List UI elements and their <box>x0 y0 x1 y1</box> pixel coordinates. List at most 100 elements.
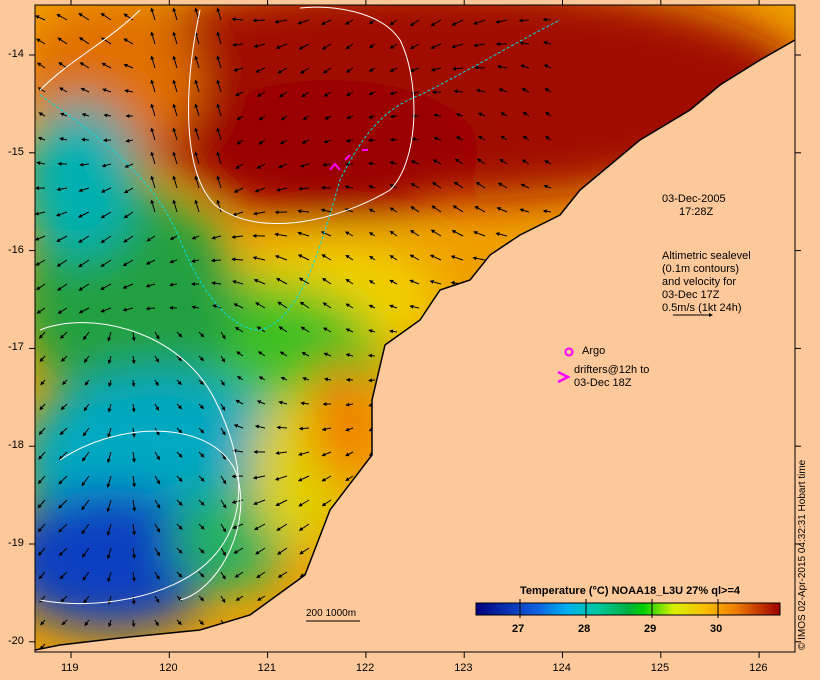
velocity-arrow <box>107 427 112 438</box>
velocity-arrow <box>100 259 112 268</box>
latitude-tick-label: -16 <box>8 243 24 256</box>
velocity-arrow <box>194 79 200 93</box>
legend-line: and velocity for <box>662 276 736 288</box>
velocity-arrow <box>519 41 530 46</box>
velocity-arrow <box>252 18 266 23</box>
velocity-arrow <box>198 403 205 410</box>
velocity-arrow <box>220 427 226 436</box>
velocity-arrow <box>297 231 310 237</box>
velocity-arrow <box>216 127 222 141</box>
velocity-arrow <box>59 87 68 93</box>
velocity-arrow <box>429 279 442 285</box>
velocity-arrow <box>107 355 112 365</box>
velocity-arrow <box>368 161 376 166</box>
velocity-arrow <box>154 451 160 461</box>
velocity-arrow <box>429 254 442 261</box>
velocity-arrow <box>82 427 90 437</box>
velocity-arrow <box>276 278 288 285</box>
velocity-arrow <box>544 136 552 141</box>
velocity-arrow <box>107 331 112 342</box>
velocity-arrow <box>79 162 90 167</box>
velocity-arrow <box>231 474 244 479</box>
velocity-arrow <box>495 19 508 24</box>
velocity-arrow <box>216 199 222 213</box>
scale-label: 200 1000m <box>306 608 357 619</box>
velocity-arrow <box>389 230 398 237</box>
velocity-arrow <box>176 355 183 362</box>
velocity-arrow <box>60 355 68 362</box>
velocity-arrow <box>320 231 332 237</box>
velocity-arrow <box>368 208 376 213</box>
velocity-arrow <box>543 40 552 45</box>
velocity-arrow <box>298 499 310 507</box>
velocity-arrow <box>255 67 266 73</box>
velocity-arrow <box>542 209 552 214</box>
velocity-arrow <box>254 523 266 531</box>
velocity-arrow <box>302 377 310 381</box>
velocity-arrow <box>38 112 46 117</box>
velocity-arrow <box>321 499 332 507</box>
longitude-tick-label: 123 <box>454 662 473 674</box>
colorbar-tick-label: 30 <box>710 623 723 635</box>
velocity-arrow <box>216 103 222 117</box>
velocity-arrow <box>430 43 442 49</box>
velocity-arrow <box>235 163 244 169</box>
velocity-arrow <box>235 91 244 96</box>
velocity-arrow <box>132 499 137 512</box>
velocity-arrow <box>252 475 266 480</box>
velocity-arrow <box>278 163 288 169</box>
velocity-arrow <box>544 160 552 165</box>
velocity-arrow <box>256 163 266 169</box>
velocity-arrow <box>198 355 205 362</box>
velocity-arrow <box>278 326 288 333</box>
velocity-arrow <box>172 175 178 189</box>
velocity-arrow <box>253 211 266 216</box>
velocity-arrow <box>84 619 90 627</box>
velocity-arrow <box>368 232 376 237</box>
velocity-arrow <box>474 65 486 70</box>
velocity-arrow <box>300 67 310 74</box>
velocity-arrow <box>409 254 420 261</box>
velocity-arrow <box>212 304 222 309</box>
velocity-arrow <box>253 499 266 505</box>
velocity-arrow <box>176 379 182 386</box>
velocity-arrow <box>100 187 112 193</box>
velocity-arrow <box>81 547 90 558</box>
velocity-arrow <box>107 403 112 413</box>
velocity-arrow <box>56 235 68 242</box>
velocity-arrow <box>236 351 244 357</box>
velocity-arrow <box>211 281 222 286</box>
velocity-arrow <box>256 400 266 405</box>
legend-line: 0.5m/s (1kt 24h) <box>662 302 742 314</box>
velocity-arrow <box>302 115 310 121</box>
velocity-arrow <box>280 376 288 381</box>
velocity-arrow <box>122 259 134 267</box>
longitude-tick-label: 125 <box>650 662 670 674</box>
velocity-arrow <box>500 135 508 141</box>
velocity-arrow <box>216 31 222 45</box>
velocity-arrow <box>56 14 68 21</box>
velocity-arrow <box>100 12 112 21</box>
velocity-arrow <box>220 379 225 387</box>
velocity-arrow <box>236 376 244 381</box>
velocity-arrow <box>297 254 310 261</box>
velocity-arrow <box>176 331 183 338</box>
velocity-arrow <box>100 37 112 45</box>
velocity-arrow <box>59 427 68 436</box>
velocity-arrow <box>172 199 178 213</box>
velocity-arrow <box>132 547 137 559</box>
velocity-arrow <box>172 127 178 141</box>
velocity-arrow <box>122 307 134 312</box>
velocity-arrow <box>194 127 200 141</box>
velocity-arrow <box>150 127 156 141</box>
velocity-arrow <box>83 403 90 412</box>
velocity-arrow <box>78 37 90 45</box>
velocity-arrow <box>37 136 46 141</box>
velocity-arrow <box>36 38 46 45</box>
velocity-arrow <box>543 184 552 189</box>
velocity-arrow <box>58 499 68 509</box>
velocity-arrow <box>389 137 398 142</box>
drifter-tracks <box>329 149 368 171</box>
velocity-arrow <box>150 55 156 69</box>
